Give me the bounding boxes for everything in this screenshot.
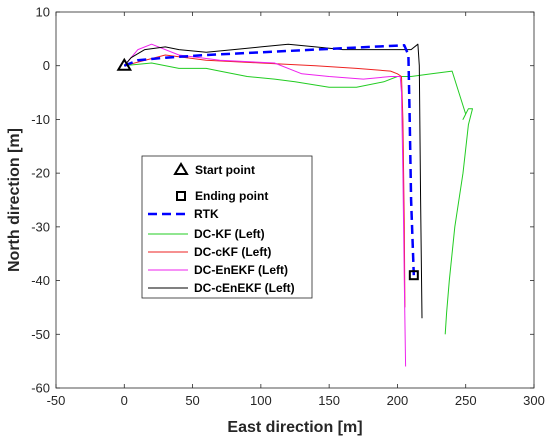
series-line-rtk — [123, 44, 416, 276]
x-tick-label: 150 — [318, 393, 340, 408]
legend-end-square-icon — [176, 191, 186, 201]
ending-point-marker — [408, 270, 419, 281]
x-tick-label: 50 — [185, 393, 199, 408]
legend-label-start: Start point — [195, 163, 255, 177]
legend-label-end: Ending point — [195, 189, 268, 203]
legend-label-dc-cenekf: DC-cEnEKF (Left) — [194, 281, 295, 295]
y-tick-label: 0 — [43, 58, 50, 73]
y-tick-label: 10 — [36, 5, 50, 20]
legend: Start point Ending point RTK DC-KF (Left… — [141, 155, 313, 299]
legend-label-dc-enekf: DC-EnEKF (Left) — [194, 263, 288, 277]
series-line-dc-cenekf-left — [123, 43, 423, 319]
x-tick-label: 0 — [121, 393, 128, 408]
x-tick-label: 100 — [250, 393, 272, 408]
x-tick-label: -50 — [47, 393, 66, 408]
y-tick-label: -10 — [31, 112, 50, 127]
x-tick-label: 200 — [387, 393, 409, 408]
x-tick-label: 250 — [455, 393, 477, 408]
y-ticks: -60 -50 -40 -30 -20 -10 0 10 — [31, 5, 534, 396]
y-tick-label: -60 — [31, 381, 50, 396]
marker-layer — [116, 57, 419, 281]
y-tick-label: -40 — [31, 273, 50, 288]
start-point-marker — [116, 57, 133, 71]
x-axis-title: East direction [m] — [227, 419, 362, 436]
x-tick-label: 300 — [523, 393, 545, 408]
legend-start-triangle-icon — [173, 162, 189, 175]
series-layer — [123, 43, 473, 367]
plot-frame — [55, 11, 535, 389]
y-tick-label: -50 — [31, 327, 50, 342]
y-tick-label: -20 — [31, 166, 50, 181]
legend-label-dc-ckf: DC-cKF (Left) — [194, 245, 271, 259]
y-tick-label: -30 — [31, 219, 50, 234]
x-ticks: -50 0 50 100 150 200 250 300 — [47, 12, 545, 408]
series-line-dc-kf-left — [124, 62, 473, 335]
series-line-dc-ckf-left — [124, 54, 406, 308]
legend-box — [141, 155, 313, 299]
legend-label-dc-kf: DC-KF (Left) — [194, 227, 265, 241]
series-line-dc-enekf-left — [123, 43, 407, 367]
y-axis-title: North direction [m] — [6, 128, 23, 272]
legend-label-rtk: RTK — [194, 207, 219, 221]
